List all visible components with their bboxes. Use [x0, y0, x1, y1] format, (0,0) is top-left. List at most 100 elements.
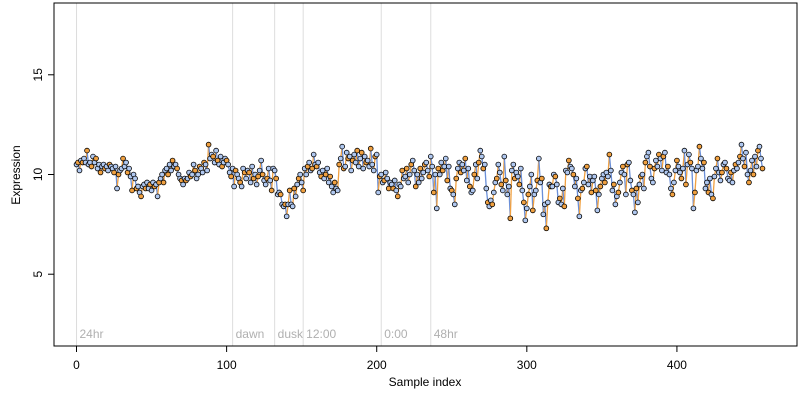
data-point [557, 195, 563, 202]
data-point [300, 187, 306, 194]
data-point [402, 173, 409, 180]
data-point [573, 175, 580, 182]
data-point [593, 187, 599, 194]
data-point [469, 187, 476, 194]
data-point [166, 161, 173, 168]
data-point [749, 157, 755, 164]
data-point [698, 155, 704, 162]
data-point [516, 181, 523, 188]
phase-label: 12:00 [306, 327, 336, 341]
data-point [298, 179, 305, 186]
data-point [375, 189, 382, 196]
data-point [384, 175, 391, 182]
data-point [435, 165, 442, 172]
data-point [189, 171, 195, 178]
data-point [339, 143, 345, 150]
data-point [483, 185, 490, 192]
data-point [734, 165, 740, 172]
data-point [506, 183, 512, 190]
data-point [560, 185, 566, 192]
data-point [283, 213, 290, 220]
data-point [432, 171, 439, 178]
data-point [174, 165, 180, 172]
series-segment [503, 156, 507, 181]
data-point [489, 201, 496, 208]
data-point [510, 161, 517, 168]
data-point [695, 163, 701, 170]
data-point [399, 167, 406, 174]
data-point [498, 181, 505, 188]
data-point [635, 199, 641, 206]
data-point [549, 183, 556, 190]
data-point [602, 179, 608, 186]
data-point [114, 185, 120, 192]
data-point [360, 165, 367, 172]
phase-label: dawn [236, 327, 265, 341]
data-point [722, 159, 728, 166]
data-point [442, 155, 449, 162]
data-point [169, 157, 176, 164]
data-point [536, 155, 542, 162]
data-point [696, 143, 703, 150]
data-point [259, 171, 266, 178]
data-point [459, 161, 466, 168]
phase-label: 24hr [80, 327, 104, 341]
data-point [126, 165, 132, 172]
data-point [460, 167, 467, 174]
data-point [303, 171, 309, 178]
data-point [273, 175, 279, 182]
data-point [427, 153, 434, 160]
data-point [683, 181, 689, 188]
data-point [292, 193, 299, 200]
data-point [262, 181, 269, 188]
data-point [405, 179, 412, 186]
data-point [411, 167, 418, 174]
data-point [752, 153, 758, 160]
data-point [702, 185, 709, 192]
data-point [336, 161, 342, 168]
series-segment [691, 168, 695, 209]
y-tick-label: 5 [31, 271, 45, 278]
data-point [433, 205, 440, 212]
series-segment [694, 170, 698, 193]
data-point [148, 187, 155, 194]
data-point [195, 171, 201, 178]
x-tick-label: 0 [73, 358, 80, 372]
data-point [415, 179, 422, 186]
series-segment [509, 170, 513, 219]
data-point [561, 203, 568, 210]
data-point [129, 187, 135, 194]
data-point [545, 199, 551, 206]
data-point [543, 225, 550, 232]
data-point [662, 149, 668, 156]
data-point [756, 143, 763, 150]
data-point [315, 159, 321, 166]
data-point [641, 185, 647, 192]
data-point [521, 199, 527, 206]
data-point [668, 185, 674, 192]
data-point [713, 165, 719, 172]
data-point [199, 169, 206, 176]
data-point [710, 195, 716, 202]
x-axis-title: Sample index [389, 375, 462, 389]
data-point [364, 157, 371, 164]
series-segment [545, 202, 549, 229]
data-point [585, 181, 592, 188]
series-segment [745, 152, 749, 175]
series-segment [685, 164, 689, 185]
data-point [378, 171, 385, 178]
series-segment [467, 168, 471, 187]
data-point [135, 183, 141, 190]
data-point [669, 191, 676, 198]
data-point [165, 171, 171, 178]
series-segment [302, 168, 306, 191]
data-point [528, 171, 535, 178]
data-point [462, 155, 469, 162]
data-point [159, 171, 165, 178]
series-segment [578, 190, 582, 217]
data-point [509, 167, 515, 174]
data-point [495, 161, 502, 168]
data-point [213, 147, 219, 154]
data-point [741, 163, 748, 170]
